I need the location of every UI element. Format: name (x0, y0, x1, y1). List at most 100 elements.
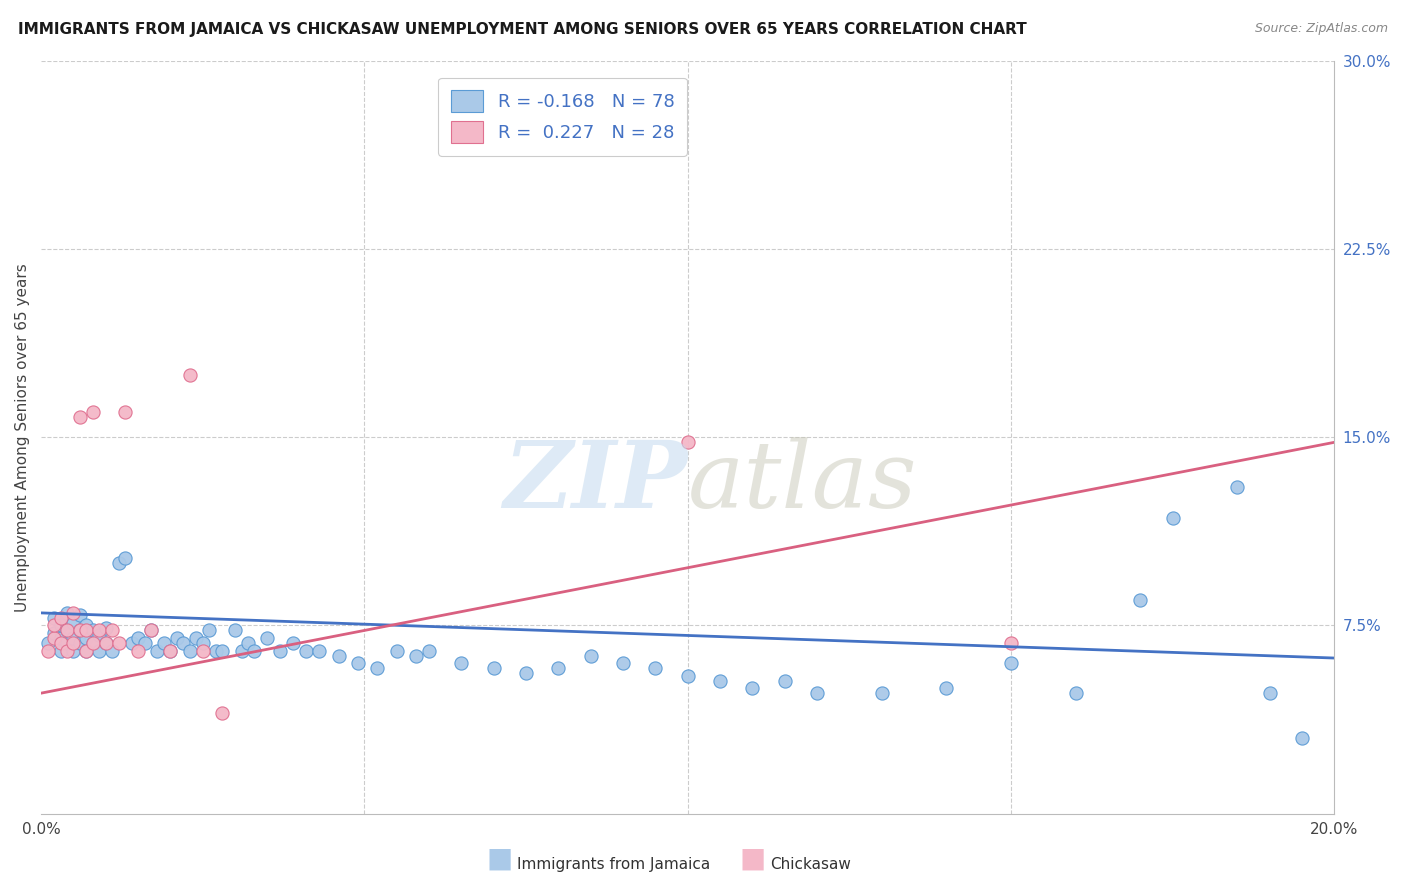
Point (385, 643, 408, 657)
Point (49, 611, 72, 625)
Point (308, 643, 330, 657)
Point (82, 405, 104, 419)
Point (42, 611, 65, 625)
Point (186, 631, 208, 645)
Point (101, 624, 124, 638)
Point (82, 636, 104, 650)
Point (146, 643, 169, 657)
Point (69, 624, 91, 638)
Point (159, 643, 181, 657)
Point (94, 636, 117, 650)
Point (612, 656, 634, 670)
Point (42, 631, 65, 645)
Point (127, 631, 149, 645)
Point (198, 624, 221, 638)
Point (806, 686, 828, 700)
Point (42, 626, 65, 640)
Point (89, 628, 111, 642)
Point (121, 636, 143, 650)
Point (269, 643, 291, 657)
Point (366, 661, 388, 675)
Text: atlas: atlas (688, 437, 917, 527)
Text: Source: ZipAtlas.com: Source: ZipAtlas.com (1254, 22, 1388, 36)
Point (579, 648, 602, 663)
Point (256, 631, 278, 645)
Point (89, 643, 111, 657)
Point (204, 643, 226, 657)
Point (191, 643, 214, 657)
Point (139, 624, 162, 638)
Point (482, 661, 505, 675)
Point (82, 636, 104, 650)
Point (94, 621, 117, 635)
Point (114, 405, 136, 419)
Point (1258, 686, 1281, 700)
Point (69, 636, 91, 650)
Point (49, 618, 72, 632)
Point (347, 656, 370, 670)
Point (179, 643, 201, 657)
Point (211, 643, 233, 657)
Point (515, 666, 537, 681)
Point (56, 624, 79, 638)
Point (1161, 510, 1184, 524)
Point (644, 661, 666, 675)
Point (62, 643, 84, 657)
Point (1129, 593, 1152, 607)
Point (75, 643, 97, 657)
Point (56, 606, 79, 620)
Point (166, 631, 188, 645)
Point (676, 668, 699, 682)
Point (69, 624, 91, 638)
Point (224, 624, 246, 638)
Text: ■: ■ (740, 845, 765, 872)
Point (62, 631, 84, 645)
Point (283, 636, 305, 650)
Point (75, 624, 97, 638)
Point (62, 636, 84, 650)
Point (114, 550, 136, 565)
Point (94, 636, 117, 650)
Point (870, 686, 893, 700)
Point (49, 631, 72, 645)
Point (179, 368, 201, 382)
Point (418, 643, 440, 657)
Point (1064, 686, 1087, 700)
Legend: R = -0.168   N = 78, R =  0.227   N = 28: R = -0.168 N = 78, R = 0.227 N = 28 (439, 78, 688, 156)
Point (134, 636, 156, 650)
Point (69, 608, 91, 623)
Text: Chickasaw: Chickasaw (770, 857, 852, 872)
Point (1291, 731, 1313, 746)
Point (153, 636, 176, 650)
Point (709, 673, 731, 688)
Point (89, 624, 111, 638)
Point (676, 435, 699, 450)
Point (547, 661, 569, 675)
Point (101, 643, 124, 657)
Point (231, 643, 253, 657)
Point (935, 681, 957, 695)
Point (37, 643, 59, 657)
Point (56, 643, 79, 657)
Point (62, 606, 84, 620)
Point (75, 618, 97, 632)
Point (243, 643, 266, 657)
Point (127, 643, 149, 657)
Point (62, 615, 84, 630)
Point (1000, 656, 1022, 670)
Point (56, 636, 79, 650)
Point (49, 636, 72, 650)
Point (328, 648, 350, 663)
Text: ZIP: ZIP (503, 437, 688, 527)
Point (405, 648, 427, 663)
Point (295, 643, 318, 657)
Point (42, 618, 65, 632)
Point (191, 636, 214, 650)
Point (107, 556, 129, 570)
Point (159, 643, 181, 657)
Point (107, 636, 129, 650)
Point (172, 636, 194, 650)
Point (139, 624, 162, 638)
Point (236, 636, 259, 650)
Point (1226, 481, 1249, 495)
